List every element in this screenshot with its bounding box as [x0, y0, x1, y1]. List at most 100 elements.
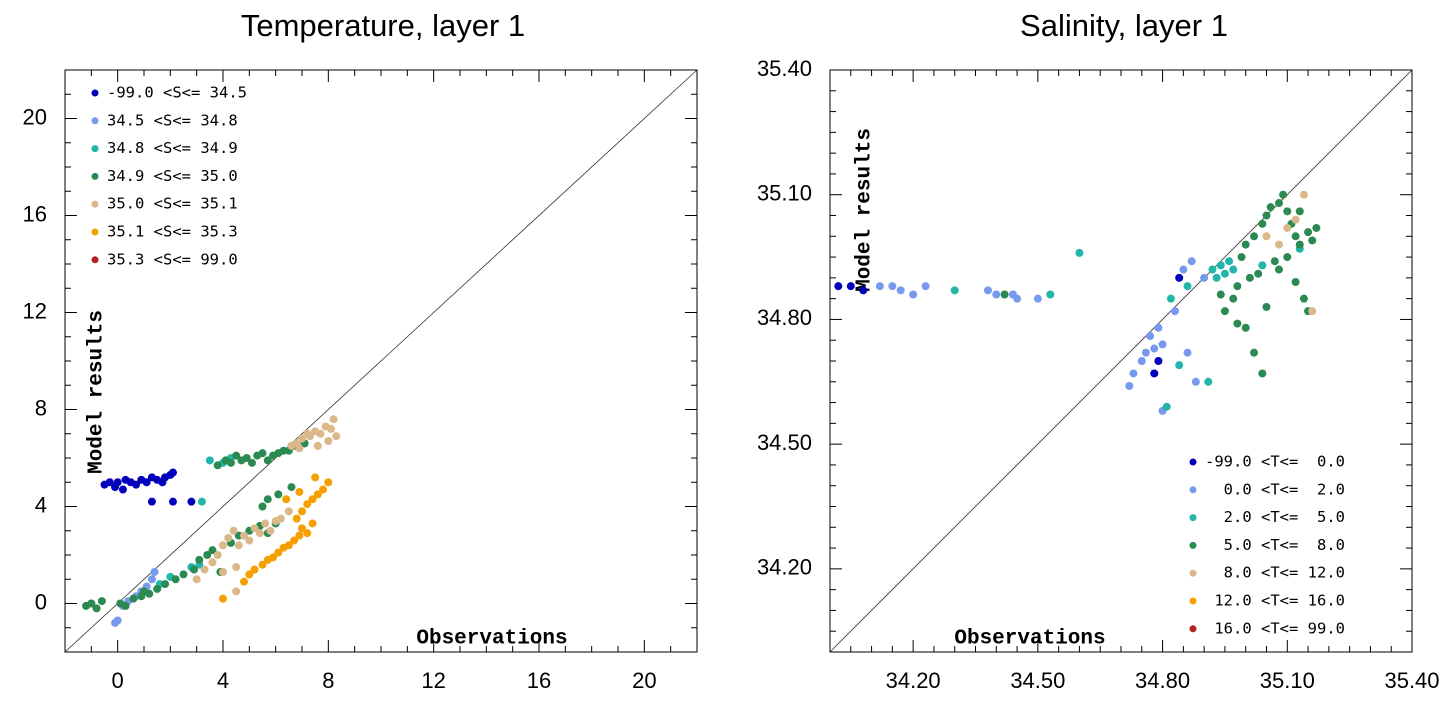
data-point: [324, 478, 333, 487]
data-point: [1308, 236, 1317, 245]
data-point: [255, 529, 264, 538]
data-point: [203, 551, 212, 559]
legend-entry: 5.0 <T<= 8.0: [1205, 536, 1345, 554]
data-point: [1258, 261, 1267, 270]
x-tick-label: 34.20: [886, 668, 941, 693]
data-point: [1187, 257, 1196, 266]
legend-entry: 2.0 <T<= 5.0: [1205, 508, 1345, 526]
data-point: [245, 536, 254, 545]
data-point: [319, 485, 328, 494]
legend-marker: [1189, 597, 1197, 605]
data-point: [1250, 348, 1259, 357]
data-point: [263, 456, 272, 465]
data-point: [1033, 294, 1042, 303]
chart-title: Temperature, layer 1: [241, 8, 525, 43]
x-tick-label: 34.80: [1135, 668, 1190, 693]
data-point: [316, 429, 325, 438]
x-tick-label: 8: [322, 668, 334, 693]
data-point: [298, 434, 306, 443]
data-point: [92, 604, 101, 613]
data-point: [187, 497, 196, 506]
y-tick-label: 12: [23, 298, 47, 323]
chart-title: Salinity, layer 1: [1020, 8, 1228, 43]
data-point: [263, 495, 272, 504]
x-tick-label: 16: [527, 668, 551, 693]
series-0: [100, 468, 196, 506]
data-point: [1229, 265, 1238, 274]
data-point: [226, 458, 235, 467]
y-axis-label: Model results: [86, 310, 109, 474]
data-point: [132, 480, 141, 489]
data-point: [1137, 357, 1146, 365]
data-point: [308, 495, 317, 504]
x-tick-label: 35.40: [1384, 668, 1439, 693]
series-5: [219, 473, 333, 603]
data-point: [1204, 377, 1213, 386]
data-point: [950, 286, 959, 295]
data-point: [1308, 307, 1317, 316]
data-point: [1262, 211, 1271, 220]
data-point: [992, 290, 1001, 299]
x-tick-label: 12: [421, 668, 445, 693]
data-point: [1225, 257, 1234, 266]
data-point: [305, 432, 314, 441]
legend: -99.0 <T<= 0.0 0.0 <T<= 2.0 2.0 <T<= 5.0…: [1189, 453, 1345, 637]
y-tick-label: 20: [23, 104, 47, 129]
data-point: [179, 570, 188, 579]
data-point: [1241, 323, 1250, 332]
data-point: [287, 441, 296, 450]
data-point: [232, 587, 241, 596]
data-point: [250, 565, 259, 574]
data-point: [1229, 294, 1238, 303]
data-point: [129, 594, 138, 603]
data-point: [1283, 223, 1292, 232]
salinity-scatter-chart: Salinity, layer 1 34.20 34.50 34.80 35.10 35.…: [757, 8, 1440, 693]
legend-entry: 34.8 <S<= 34.9: [107, 139, 238, 157]
data-point: [276, 514, 285, 523]
identity-line: [64, 69, 698, 653]
data-point: [1154, 357, 1163, 365]
data-point: [274, 548, 283, 557]
data-point: [213, 461, 222, 470]
data-point: [896, 286, 905, 295]
data-point: [1220, 269, 1229, 278]
data-point: [1162, 402, 1171, 411]
data-point: [909, 290, 918, 299]
data-point: [232, 563, 241, 572]
data-point: [232, 451, 241, 460]
data-point: [1013, 294, 1022, 303]
data-point: [1274, 240, 1283, 249]
legend-marker: [1189, 569, 1197, 577]
x-axis-label: Observations: [416, 628, 567, 651]
legend-entry: 34.9 <S<= 35.0: [107, 167, 238, 185]
data-point: [113, 616, 122, 625]
data-point: [1150, 344, 1159, 353]
data-point: [1129, 369, 1138, 378]
data-point: [303, 529, 312, 538]
series-0: [834, 273, 1184, 378]
data-point: [1150, 369, 1159, 378]
data-point: [311, 473, 320, 482]
data-point: [213, 551, 222, 559]
data-point: [1233, 319, 1242, 328]
y-tick-label: 4: [35, 492, 47, 517]
data-point: [1245, 273, 1254, 282]
data-point: [1208, 265, 1217, 274]
data-point: [266, 526, 275, 535]
data-point: [1304, 228, 1313, 237]
legend-marker: [1189, 514, 1197, 522]
data-point: [208, 558, 217, 567]
x-axis-label: Observations: [954, 628, 1105, 651]
legend-entry: 34.5 <S<= 34.8: [107, 111, 238, 129]
data-point: [284, 541, 293, 550]
data-point: [1279, 190, 1288, 199]
data-point: [153, 584, 162, 593]
data-point: [1299, 190, 1308, 199]
legend-entry: 35.3 <S<= 99.0: [107, 250, 238, 268]
data-point: [983, 286, 992, 295]
data-point: [150, 567, 159, 576]
legend-marker: [91, 172, 99, 180]
data-point: [295, 444, 304, 453]
x-tick-label: 34.50: [1010, 668, 1065, 693]
